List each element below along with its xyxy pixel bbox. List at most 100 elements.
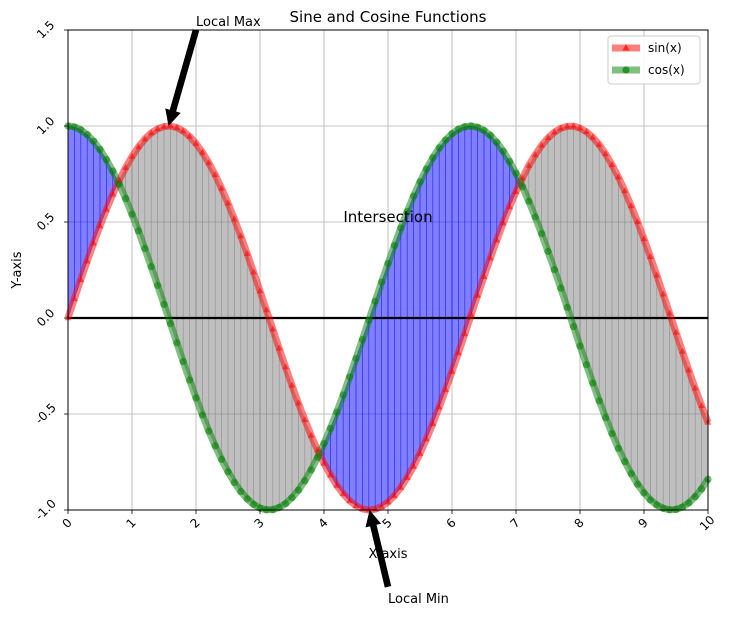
data-point — [326, 471, 334, 478]
data-point — [531, 213, 539, 221]
fill-region — [362, 320, 370, 511]
data-point — [474, 291, 482, 298]
data-point — [576, 342, 584, 350]
chart-title: Sine and Cosine Functions — [290, 8, 487, 26]
data-point — [186, 376, 194, 384]
data-point — [173, 339, 181, 347]
data-point — [589, 379, 597, 387]
data-point — [365, 506, 373, 513]
data-point — [493, 138, 501, 146]
data-point — [480, 272, 488, 279]
data-point — [282, 363, 290, 370]
data-point — [243, 249, 251, 256]
data-point — [640, 235, 648, 242]
fill-region — [650, 256, 658, 506]
data-point — [102, 156, 110, 164]
data-point — [614, 444, 623, 452]
data-point — [109, 167, 117, 175]
data-point — [416, 449, 424, 456]
fill-region — [374, 282, 382, 510]
fill-region — [605, 152, 613, 434]
data-point — [83, 257, 91, 264]
legend-marker — [622, 66, 630, 74]
data-point — [403, 208, 411, 216]
data-point — [627, 470, 635, 478]
data-point — [333, 481, 341, 488]
data-point — [205, 159, 213, 166]
data-point — [602, 150, 610, 157]
data-point — [122, 163, 130, 170]
local-min-label: Local Min — [388, 592, 449, 607]
data-point — [275, 344, 283, 351]
legend-label: sin(x) — [648, 41, 682, 55]
fill-region — [656, 275, 664, 509]
data-point — [77, 126, 85, 134]
data-point — [96, 222, 104, 229]
data-point — [224, 468, 232, 476]
data-point — [205, 427, 213, 435]
fill-region — [630, 205, 638, 486]
data-point — [672, 328, 680, 335]
data-point — [525, 161, 533, 168]
data-point — [288, 381, 296, 388]
data-point — [678, 347, 686, 354]
data-point — [371, 297, 379, 305]
fill-region — [566, 125, 574, 327]
data-point — [230, 478, 238, 487]
fill-region — [470, 125, 478, 315]
fill-region — [227, 203, 235, 484]
data-point — [90, 239, 98, 246]
data-point — [653, 501, 661, 509]
data-point — [602, 414, 610, 422]
data-point — [582, 127, 590, 135]
data-point — [166, 122, 174, 129]
data-point — [570, 323, 578, 331]
data-point — [378, 278, 386, 286]
data-point — [435, 144, 443, 152]
data-point — [230, 215, 238, 222]
fill-region — [381, 263, 389, 508]
data-point — [326, 424, 334, 432]
fill-region — [221, 188, 229, 472]
data-point — [422, 435, 430, 442]
data-point — [525, 197, 533, 205]
fill-region — [406, 195, 414, 479]
data-point — [141, 244, 149, 253]
data-point — [493, 236, 501, 243]
data-point — [422, 165, 430, 173]
data-point — [218, 184, 226, 191]
data-point — [301, 415, 309, 423]
x-axis-label: X-axis — [369, 547, 408, 562]
data-point — [403, 473, 411, 481]
data-point — [179, 127, 187, 134]
data-point — [211, 442, 219, 450]
data-point — [454, 349, 462, 356]
local-max-arrow — [165, 29, 200, 127]
data-point — [499, 147, 507, 155]
data-point — [467, 122, 475, 130]
data-point — [512, 169, 520, 177]
annotations: Local Max Local Min Intersection — [165, 15, 449, 607]
fill-region — [163, 125, 171, 324]
data-point — [499, 219, 507, 226]
data-point — [614, 173, 622, 180]
data-point — [678, 503, 687, 511]
data-point — [83, 131, 91, 139]
fill-region — [195, 142, 203, 416]
fill-region — [464, 125, 472, 335]
data-point — [282, 500, 290, 508]
data-point — [589, 133, 597, 140]
data-point — [416, 178, 424, 186]
fill-region — [451, 128, 459, 372]
data-point — [384, 259, 392, 268]
data-point — [192, 394, 200, 402]
data-point — [506, 203, 514, 210]
data-point — [442, 136, 450, 144]
data-point — [442, 386, 450, 393]
data-point — [250, 500, 258, 509]
data-point — [115, 180, 123, 188]
fill-region — [246, 253, 254, 506]
data-point — [288, 494, 296, 502]
data-point — [640, 489, 648, 497]
